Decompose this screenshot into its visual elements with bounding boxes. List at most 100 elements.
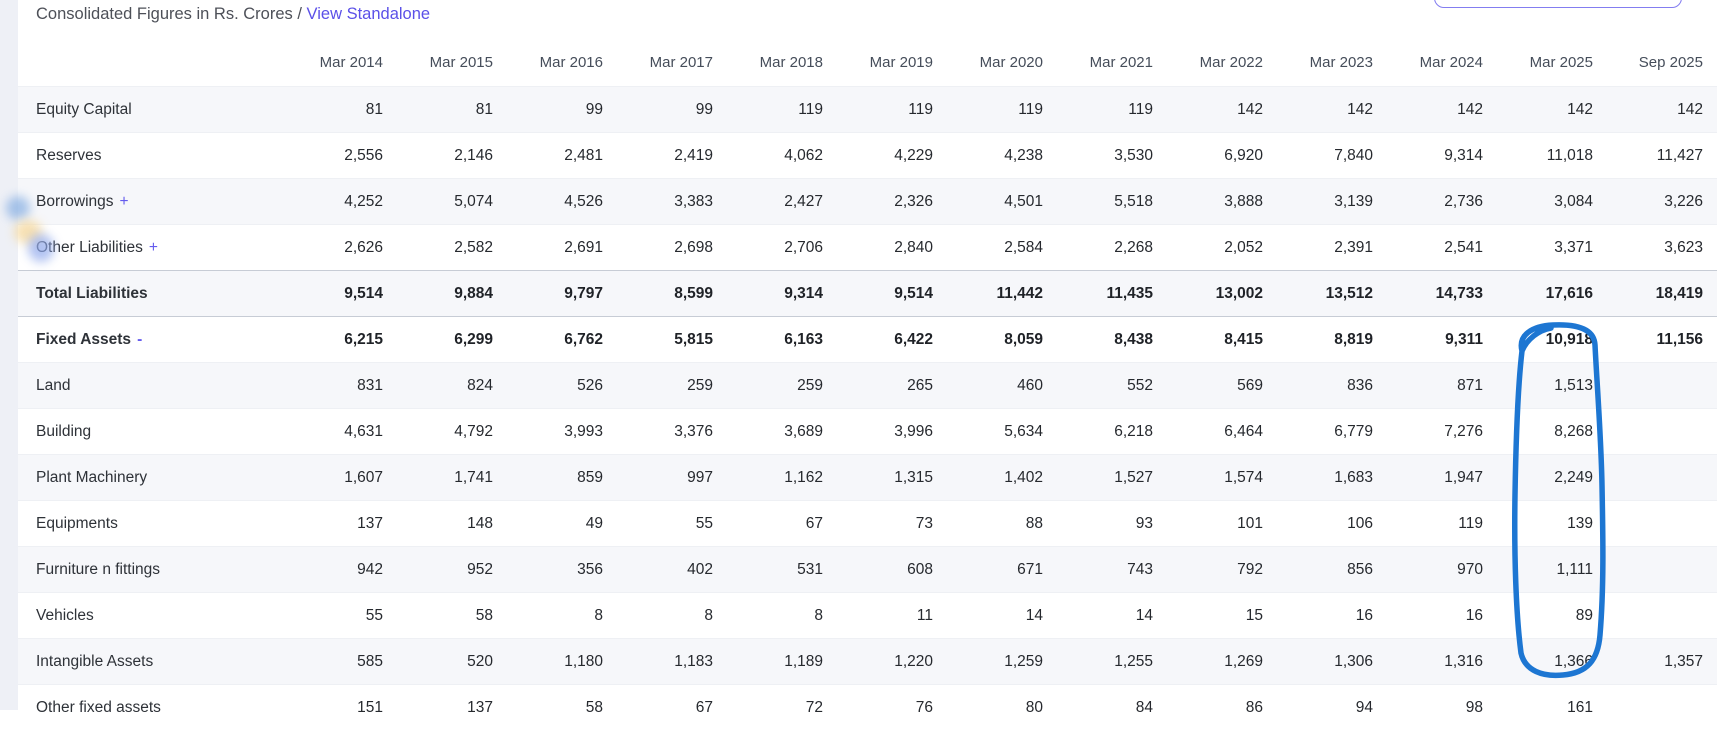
cell-value: 99 — [507, 87, 617, 133]
cell-value: 671 — [947, 547, 1057, 593]
cell-value: 9,514 — [287, 271, 397, 317]
cell-value: 1,259 — [947, 639, 1057, 685]
row-label: Total Liabilities — [36, 285, 148, 302]
cell-value: 18,419 — [1607, 271, 1717, 317]
cell-value: 11,427 — [1607, 133, 1717, 179]
cell-value — [1607, 685, 1717, 730]
row-label-cell: Other Liabilities + — [18, 225, 287, 271]
cell-value: 3,530 — [1057, 133, 1167, 179]
cell-value — [1607, 547, 1717, 593]
row-label-cell: Plant Machinery — [18, 455, 287, 501]
row-label-cell: Other fixed assets — [18, 685, 287, 730]
cell-value: 2,249 — [1497, 455, 1607, 501]
row-label[interactable]: Other Liabilities — [36, 239, 143, 256]
cell-value: 6,762 — [507, 317, 617, 363]
cell-value: 119 — [837, 87, 947, 133]
expand-toggle[interactable]: + — [149, 239, 158, 256]
cell-value — [1607, 593, 1717, 639]
row-label-cell: Borrowings + — [18, 179, 287, 225]
column-header: Mar 2023 — [1277, 42, 1387, 87]
cell-value: 8 — [507, 593, 617, 639]
row-label: Reserves — [36, 147, 101, 164]
collapse-toggle[interactable]: - — [137, 331, 142, 348]
cell-value: 2,582 — [397, 225, 507, 271]
cell-value: 1,180 — [507, 639, 617, 685]
column-header: Mar 2017 — [617, 42, 727, 87]
cell-value: 6,215 — [287, 317, 397, 363]
cell-value: 11,018 — [1497, 133, 1607, 179]
cell-value: 8,415 — [1167, 317, 1277, 363]
cell-value: 3,226 — [1607, 179, 1717, 225]
cell-value: 5,518 — [1057, 179, 1167, 225]
cell-value: 743 — [1057, 547, 1167, 593]
cell-value: 1,947 — [1387, 455, 1497, 501]
column-header: Mar 2015 — [397, 42, 507, 87]
cell-value: 58 — [507, 685, 617, 730]
row-label[interactable]: Fixed Assets — [36, 331, 131, 348]
cell-value: 831 — [287, 363, 397, 409]
cell-value: 58 — [397, 593, 507, 639]
row-label-cell: Vehicles — [18, 593, 287, 639]
cell-value: 99 — [617, 87, 727, 133]
cell-value: 6,218 — [1057, 409, 1167, 455]
expand-toggle[interactable]: + — [120, 193, 129, 210]
row-label[interactable]: Borrowings — [36, 193, 114, 210]
cropped-toolbar-button[interactable] — [1434, 0, 1682, 8]
cell-value: 5,815 — [617, 317, 727, 363]
cell-value: 2,626 — [287, 225, 397, 271]
cell-value: 8,599 — [617, 271, 727, 317]
figures-caption: Consolidated Figures in Rs. Crores / — [36, 5, 302, 23]
row-label-cell: Equity Capital — [18, 87, 287, 133]
cell-value: 15 — [1167, 593, 1277, 639]
column-header: Mar 2018 — [727, 42, 837, 87]
cell-value: 2,481 — [507, 133, 617, 179]
cell-value: 997 — [617, 455, 727, 501]
cell-value: 836 — [1277, 363, 1387, 409]
cell-value — [1607, 409, 1717, 455]
cell-value: 98 — [1387, 685, 1497, 730]
cell-value: 6,163 — [727, 317, 837, 363]
cell-value: 4,631 — [287, 409, 397, 455]
row-label: Land — [36, 377, 70, 394]
cell-value: 3,993 — [507, 409, 617, 455]
cell-value: 2,326 — [837, 179, 947, 225]
cell-value: 1,315 — [837, 455, 947, 501]
cell-value: 1,111 — [1497, 547, 1607, 593]
column-header: Mar 2025 — [1497, 42, 1607, 87]
cell-value: 1,316 — [1387, 639, 1497, 685]
column-header: Mar 2021 — [1057, 42, 1167, 87]
column-header: Mar 2022 — [1167, 42, 1277, 87]
cell-value: 1,402 — [947, 455, 1057, 501]
row-label-cell: Equipments — [18, 501, 287, 547]
cell-value: 10,918 — [1497, 317, 1607, 363]
cell-value: 1,255 — [1057, 639, 1167, 685]
cell-value: 1,306 — [1277, 639, 1387, 685]
cell-value: 148 — [397, 501, 507, 547]
cell-value: 2,146 — [397, 133, 507, 179]
view-standalone-link[interactable]: View Standalone — [307, 5, 431, 23]
cell-value: 1,189 — [727, 639, 837, 685]
cell-value: 14,733 — [1387, 271, 1497, 317]
cell-value: 2,052 — [1167, 225, 1277, 271]
column-header: Sep 2025 — [1607, 42, 1717, 87]
cell-value: 569 — [1167, 363, 1277, 409]
cell-value: 2,584 — [947, 225, 1057, 271]
cell-value: 6,920 — [1167, 133, 1277, 179]
cell-value: 2,840 — [837, 225, 947, 271]
cell-value: 1,574 — [1167, 455, 1277, 501]
row-label: Furniture n fittings — [36, 561, 160, 578]
cell-value: 608 — [837, 547, 947, 593]
cell-value: 952 — [397, 547, 507, 593]
cell-value: 106 — [1277, 501, 1387, 547]
cell-value: 81 — [397, 87, 507, 133]
cell-value: 93 — [1057, 501, 1167, 547]
cell-value: 67 — [617, 685, 727, 730]
